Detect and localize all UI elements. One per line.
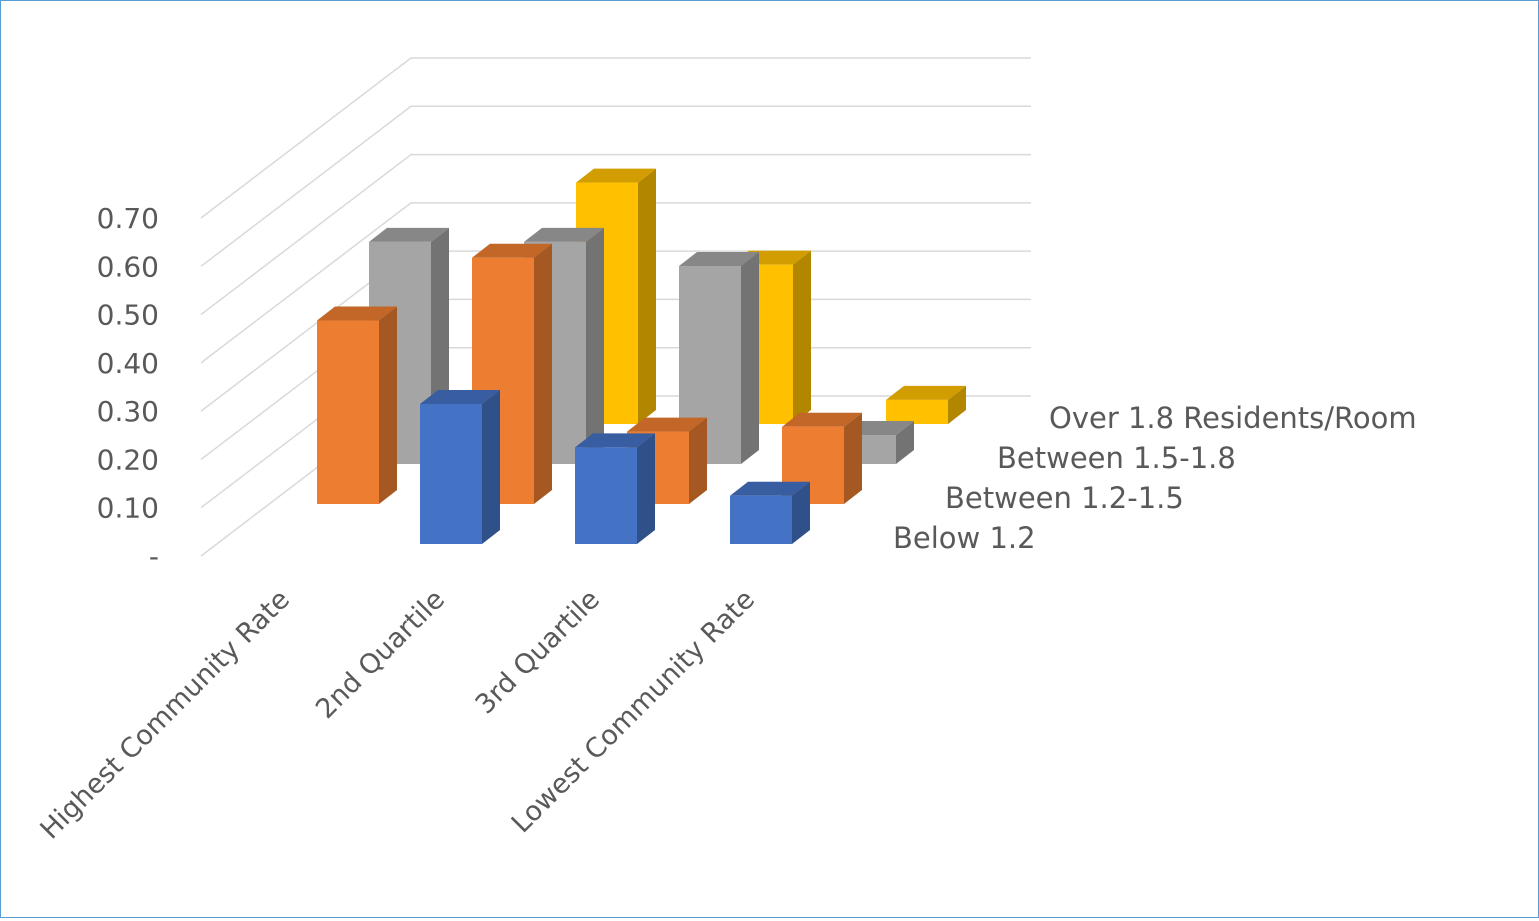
bar-top xyxy=(576,168,656,183)
bar-top xyxy=(472,243,552,258)
bar-side xyxy=(844,412,862,504)
bar-top xyxy=(627,417,707,432)
bar-side xyxy=(482,389,500,544)
bar-top xyxy=(730,481,810,496)
bar-top xyxy=(317,306,397,321)
y-tick-label: 0.70 xyxy=(97,202,159,235)
bar-side xyxy=(948,385,966,424)
x-tick-label: Highest Community Rate xyxy=(35,584,296,845)
x-tick-label: Lowest Community Rate xyxy=(506,584,761,839)
bar xyxy=(420,403,482,544)
bar xyxy=(317,320,379,504)
grid-line xyxy=(200,105,1031,267)
series-label: Between 1.5-1.8 xyxy=(997,441,1236,475)
bar-side xyxy=(534,243,552,504)
y-tick-label: 0.60 xyxy=(97,250,159,283)
bar-side xyxy=(379,306,397,504)
grid-line xyxy=(200,153,1031,316)
y-tick-label: 0.10 xyxy=(97,492,159,525)
series-label: Below 1.2 xyxy=(893,521,1036,555)
bar-group xyxy=(730,481,810,544)
bar-group xyxy=(317,306,397,504)
bar xyxy=(575,447,637,544)
bar xyxy=(730,495,792,544)
series-label: Over 1.8 Residents/Room xyxy=(1049,401,1417,435)
y-tick-label: 0.20 xyxy=(97,443,159,476)
y-tick-label: 0.50 xyxy=(97,299,159,332)
bar-group xyxy=(575,433,655,544)
bar-top xyxy=(679,252,759,267)
grid-line xyxy=(200,202,1031,364)
bar-side xyxy=(896,421,914,464)
bar-side xyxy=(792,481,810,544)
bar-top xyxy=(575,433,655,448)
y-tick-label: 0.40 xyxy=(97,347,159,380)
bar-top xyxy=(524,227,604,242)
bar-top xyxy=(782,412,862,427)
bar-top xyxy=(369,227,449,242)
bar-top xyxy=(886,385,966,400)
y-tick-label: 0.30 xyxy=(97,395,159,428)
bar-side xyxy=(638,168,656,424)
x-tick-label: 2nd Quartile xyxy=(310,584,451,725)
y-tick-label: - xyxy=(149,540,159,573)
bar-side xyxy=(741,252,759,464)
bar xyxy=(886,399,948,424)
bar-side xyxy=(793,250,811,424)
bar-side xyxy=(586,227,604,464)
x-tick-label: 3rd Quartile xyxy=(470,584,606,720)
series-label: Between 1.2-1.5 xyxy=(945,481,1184,515)
bar-top xyxy=(420,389,500,404)
bar-side xyxy=(637,433,655,544)
bar-group xyxy=(420,389,500,544)
bar-group xyxy=(886,385,966,424)
bar-side xyxy=(689,417,707,504)
grid-line xyxy=(200,57,1031,219)
bar-group xyxy=(782,412,862,504)
